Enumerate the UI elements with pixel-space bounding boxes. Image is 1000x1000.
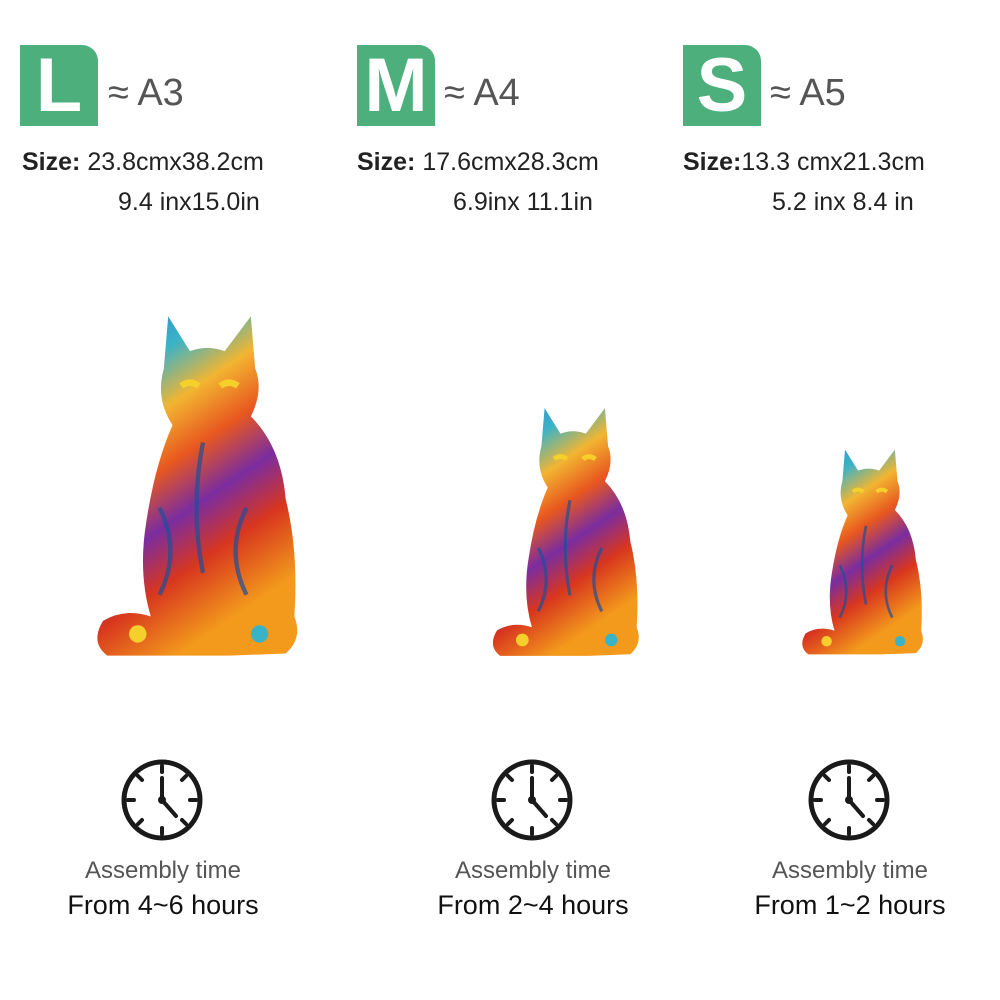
size-metric: Size: 23.8cmx38.2cm [22,148,264,177]
size-label: Size: [357,148,416,176]
paper-equivalent: ≈ A3 [108,72,184,114]
size-metric: Size: 17.6cmx28.3cm [357,148,599,177]
size-imperial: 6.9inx 11.1in [453,188,593,216]
size-metric: Size:13.3 cmx21.3cm [683,148,925,177]
assembly-time: From 1~2 hours [754,890,946,920]
cat-image-small [800,447,925,657]
size-badge-s: S [683,45,761,126]
size-imperial: 5.2 inx 8.4 in [772,188,914,216]
assembly-time: From 2~4 hours [437,890,629,920]
cat-image-large [94,312,312,660]
metric-dims: 13.3 cmx21.3cm [741,148,925,176]
metric-dims: 23.8cmx38.2cm [87,148,264,176]
metric-dims: 17.6cmx28.3cm [422,148,599,176]
clock-icon [807,758,891,842]
assembly-label: Assembly time [84,857,242,884]
assembly-label: Assembly time [454,857,612,884]
assembly-time: From 4~6 hours [67,890,259,920]
size-badge-m: M [357,45,435,126]
size-imperial: 9.4 inx15.0in [118,188,260,216]
paper-equivalent: ≈ A4 [444,72,520,114]
size-label: Size: [22,148,81,176]
size-label: Size: [683,148,742,176]
paper-equivalent: ≈ A5 [770,72,846,114]
cat-image-medium [490,405,650,659]
size-badge-l: L [20,45,98,126]
clock-icon [120,758,204,842]
clock-icon [490,758,574,842]
assembly-label: Assembly time [771,857,929,884]
